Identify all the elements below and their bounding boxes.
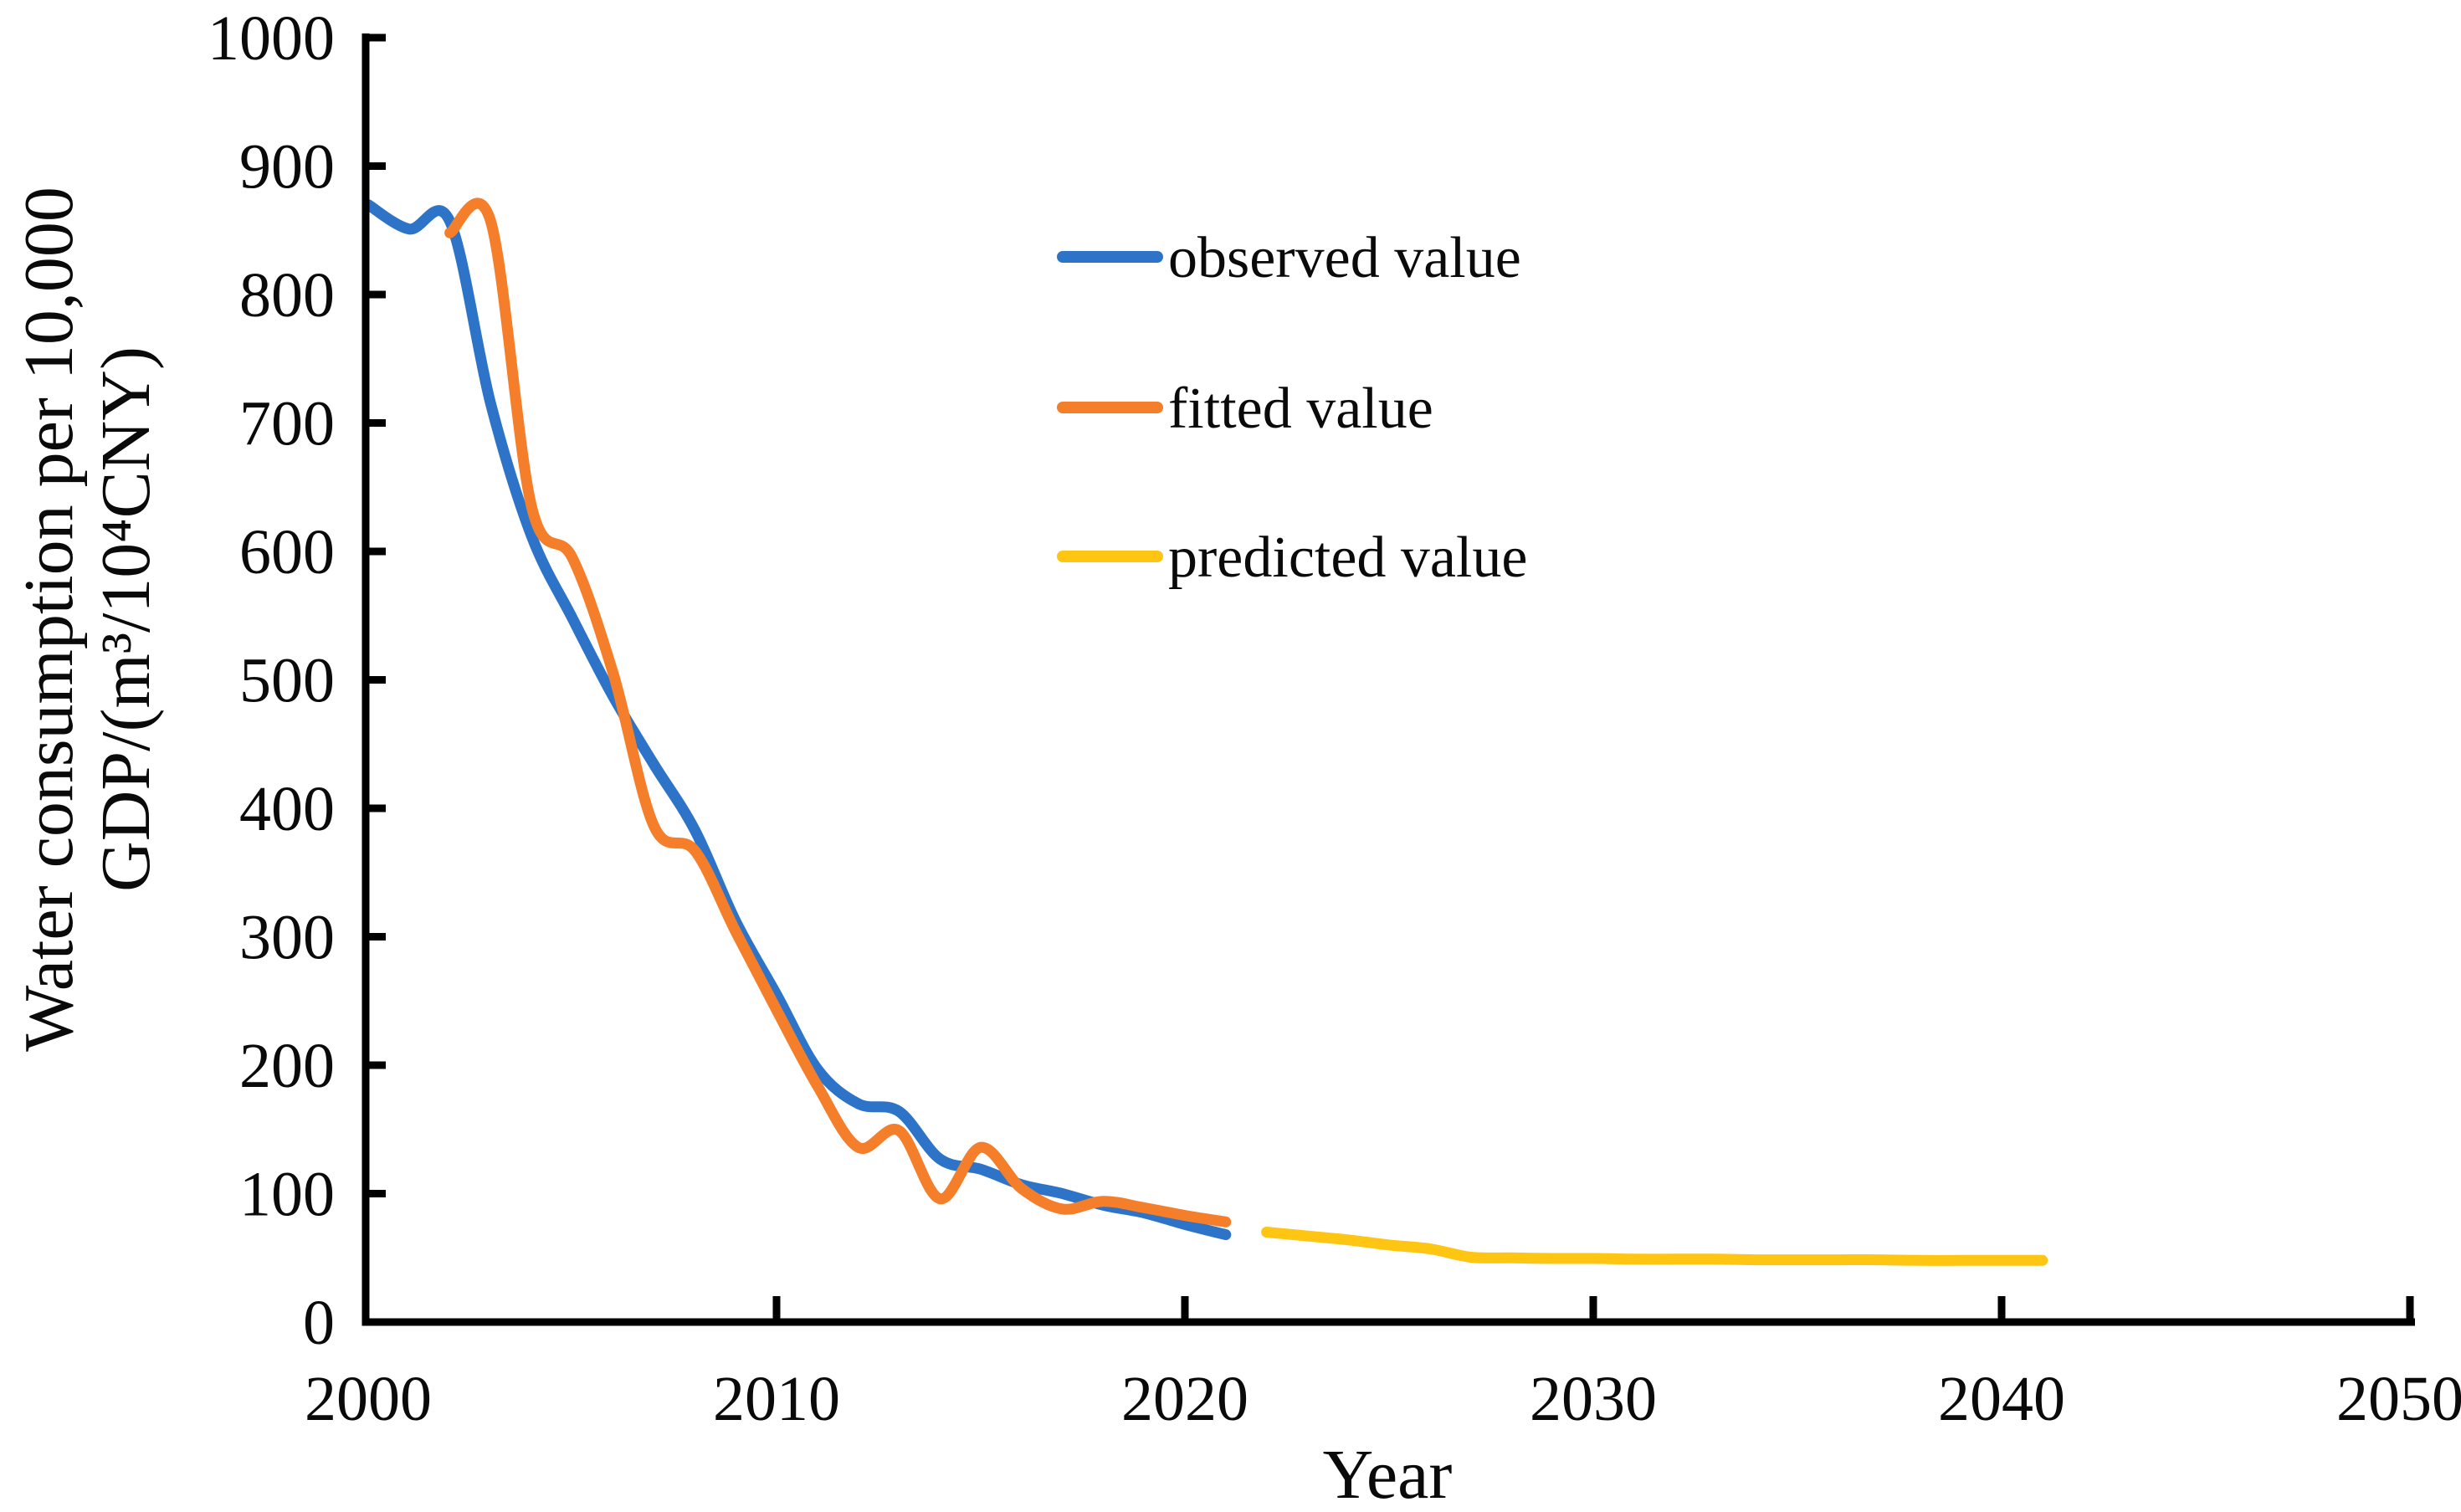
x-tick-label: 2020 xyxy=(1121,1364,1248,1434)
legend-entry-observed: observed value xyxy=(1057,226,1521,290)
y-tick-label: 1000 xyxy=(208,3,335,74)
y-tick-label: 900 xyxy=(239,132,335,202)
x-axis-ticks xyxy=(772,1296,2414,1322)
y-tick-label: 400 xyxy=(239,774,335,844)
legend: observed value fitted value predicted va… xyxy=(1057,226,1528,590)
y-tick-label: 100 xyxy=(239,1160,335,1230)
legend-label-observed: observed value xyxy=(1168,226,1521,290)
x-tick-label: 2030 xyxy=(1530,1364,1657,1434)
x-tick-label: 2040 xyxy=(1938,1364,2065,1434)
x-tick-label: 2000 xyxy=(305,1364,432,1434)
legend-entry-predicted: predicted value xyxy=(1057,525,1528,590)
series-fitted-value xyxy=(444,197,1232,1228)
legend-label-predicted: predicted value xyxy=(1168,525,1528,590)
y-tick-label: 200 xyxy=(239,1031,335,1101)
series-layer xyxy=(362,197,2048,1266)
series-predicted-value xyxy=(1261,1227,2048,1266)
y-tick-label: 800 xyxy=(239,260,335,331)
y-tick-label: 600 xyxy=(239,517,335,587)
x-axis-title: Year xyxy=(1323,1436,1453,1512)
y-tick-label: 300 xyxy=(239,903,335,973)
y-axis-title: Water consumption per 10,000 GDP/(m³/10⁴… xyxy=(10,187,165,1052)
x-axis-tick-labels: 2000 2010 2020 2030 2040 2050 xyxy=(305,1364,2461,1434)
y-axis-tick-labels: 0 100 200 300 400 500 600 700 800 900 1000 xyxy=(208,3,335,1358)
y-axis-title-line2: GDP/(m³/10⁴CNY) xyxy=(87,346,165,892)
y-tick-label: 700 xyxy=(239,389,335,459)
legend-label-fitted: fitted value xyxy=(1168,377,1433,441)
y-tick-label: 0 xyxy=(303,1288,335,1358)
x-tick-label: 2010 xyxy=(713,1364,840,1434)
x-tick-label: 2050 xyxy=(2336,1364,2461,1434)
y-axis-ticks xyxy=(366,33,386,1197)
series-observed-value xyxy=(362,199,1232,1241)
y-axis-title-line1: Water consumption per 10,000 xyxy=(10,187,88,1052)
y-tick-label: 500 xyxy=(239,646,335,716)
legend-entry-fitted: fitted value xyxy=(1057,377,1433,441)
